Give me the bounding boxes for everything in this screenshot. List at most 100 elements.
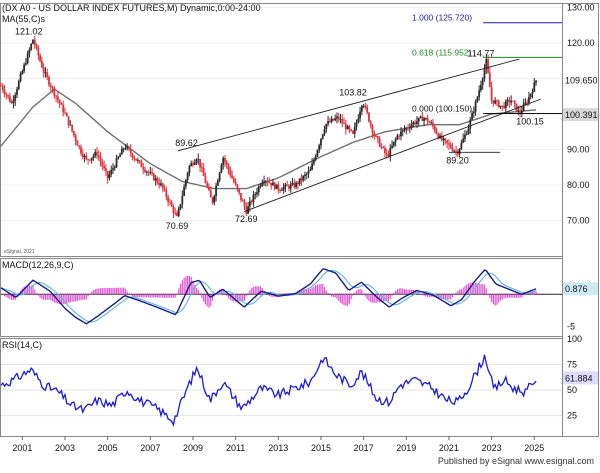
candle-body xyxy=(346,126,349,130)
candle-body xyxy=(295,182,297,188)
candle-body xyxy=(10,101,13,104)
x-tick-label: 2023 xyxy=(482,443,502,453)
candle-body xyxy=(522,104,525,111)
candle-body xyxy=(266,181,269,183)
candle-body xyxy=(423,118,425,121)
candle-body xyxy=(131,153,134,158)
candle-body xyxy=(337,116,340,120)
candle-body xyxy=(126,146,129,149)
candle-body xyxy=(222,157,225,165)
candle-body xyxy=(350,129,353,131)
x-tick-label: 2019 xyxy=(396,443,416,453)
candle-body xyxy=(204,175,207,183)
candle-body xyxy=(37,47,40,56)
candle-body xyxy=(529,93,532,98)
candle-body xyxy=(128,146,130,150)
candle-body xyxy=(478,90,481,98)
rsi-title: RSI(14,C) xyxy=(2,340,42,350)
candle-body xyxy=(316,150,319,157)
candle-body xyxy=(380,146,383,148)
candle-body xyxy=(360,105,363,112)
candle-body xyxy=(403,129,406,131)
candle-body xyxy=(71,124,74,131)
candle-body xyxy=(446,140,449,144)
candle-body xyxy=(16,89,18,95)
candle-body xyxy=(23,64,26,72)
candle-body xyxy=(135,158,137,161)
candle-body xyxy=(138,160,141,162)
candle-body xyxy=(309,169,312,172)
candle-body xyxy=(282,187,285,191)
candle-body xyxy=(119,154,121,157)
candle-body xyxy=(343,123,345,125)
x-tick-label: 2025 xyxy=(524,443,544,453)
candle-body xyxy=(99,157,102,162)
price-grid xyxy=(1,7,562,222)
candle-body xyxy=(336,116,338,119)
candle-body xyxy=(209,190,212,198)
price-annotation: 114.77 xyxy=(468,49,495,59)
candle-body xyxy=(7,95,10,97)
candle-body xyxy=(87,158,90,160)
x-tick-label: 2015 xyxy=(311,443,331,453)
candle-body xyxy=(353,126,356,134)
candle-body xyxy=(88,159,91,161)
rsi-tick-label: 100 xyxy=(567,334,582,344)
candle-body xyxy=(334,118,337,121)
candle-body xyxy=(506,100,509,102)
rsi-panel-frame xyxy=(0,338,563,437)
candle-body xyxy=(94,151,97,156)
candle-body xyxy=(369,121,372,126)
candle-body xyxy=(170,201,173,207)
candle-body xyxy=(257,186,260,193)
candle-body xyxy=(417,117,420,122)
candle-body xyxy=(371,125,374,133)
candle-body xyxy=(291,182,294,185)
candle-body xyxy=(147,171,150,173)
candle-body xyxy=(497,100,500,107)
ma-price-tag: 100.391 xyxy=(565,110,598,120)
candle-body xyxy=(304,174,306,177)
candle-body xyxy=(213,196,216,203)
candle-body xyxy=(519,110,521,114)
x-tick-label: 2001 xyxy=(12,443,32,453)
candle-body xyxy=(104,168,107,171)
candle-body xyxy=(384,147,386,154)
candle-body xyxy=(103,165,105,169)
candle-body xyxy=(476,97,479,102)
candle-body xyxy=(97,155,100,158)
candle-body xyxy=(513,101,516,104)
candle-body xyxy=(211,197,214,203)
price-annotation: 72.69 xyxy=(235,214,258,224)
candle-body xyxy=(318,145,321,151)
candle-body xyxy=(531,91,534,94)
candle-body xyxy=(273,182,276,189)
candle-body xyxy=(352,130,354,134)
candle-body xyxy=(110,169,113,175)
candle-body xyxy=(455,150,457,152)
x-tick-label: 2013 xyxy=(268,443,288,453)
candle-body xyxy=(90,157,93,161)
candle-body xyxy=(488,72,491,88)
candle-body xyxy=(480,84,482,91)
x-tick-label: 2009 xyxy=(183,443,203,453)
candle-body xyxy=(108,174,111,179)
candle-body xyxy=(81,153,84,158)
x-tick-label: 2021 xyxy=(439,443,459,453)
candle-body xyxy=(368,112,370,122)
candle-body xyxy=(414,122,417,124)
candle-body xyxy=(433,126,436,131)
candle-body xyxy=(208,186,210,191)
candle-body xyxy=(305,173,308,175)
candle-body xyxy=(263,181,265,183)
candle-body xyxy=(167,196,169,202)
candle-body xyxy=(325,124,328,130)
candle-body xyxy=(396,135,399,140)
candle-body xyxy=(272,182,274,186)
esignal-note: eSignal, 2021 xyxy=(4,249,35,255)
price-panel-frame xyxy=(0,3,563,257)
price-annotation: 70.69 xyxy=(166,221,189,231)
candle-body xyxy=(474,101,477,112)
candle-body xyxy=(254,194,257,196)
candle-body xyxy=(53,87,56,96)
